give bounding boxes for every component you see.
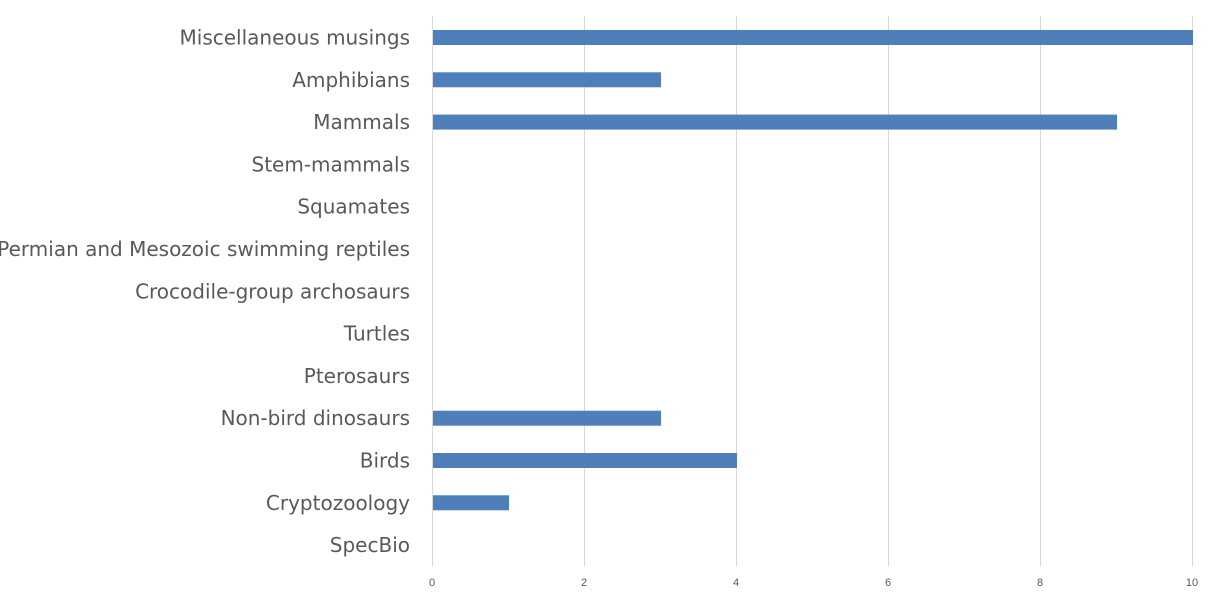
category-labels: Miscellaneous musings Amphibians Mammals St… (0, 26, 410, 558)
category-label: Miscellaneous musings (180, 26, 411, 50)
bars (433, 30, 1193, 511)
bar (433, 453, 737, 468)
bar (433, 495, 509, 511)
category-label: Birds (360, 449, 410, 473)
category-label: Amphibians (292, 68, 410, 92)
category-label: Cryptozoology (266, 491, 410, 515)
category-label: Stem-mammals (252, 152, 410, 176)
bar (433, 410, 661, 426)
x-tick-label: 0 (429, 577, 435, 589)
category-label: Permian and Mesozoic swimming reptiles (0, 237, 410, 261)
x-tick-label: 2 (581, 577, 587, 589)
x-tick-label: 4 (733, 577, 739, 589)
category-label: Turtles (343, 322, 410, 346)
bar (433, 114, 1117, 130)
x-tick-label: 8 (1037, 577, 1043, 589)
gridlines (432, 16, 1193, 566)
category-label: SpecBio (330, 533, 410, 557)
category-label: Squamates (297, 195, 410, 219)
category-label: Crocodile-group archosaurs (135, 279, 410, 303)
x-tick-label: 6 (885, 577, 891, 589)
category-label: Mammals (313, 110, 410, 134)
bar (433, 72, 661, 88)
x-tick-labels: 0 2 4 6 8 10 (429, 577, 1198, 589)
category-label: Non-bird dinosaurs (221, 406, 410, 430)
x-tick-label: 10 (1186, 577, 1198, 589)
bar (433, 30, 1193, 45)
category-label: Pterosaurs (304, 364, 410, 388)
